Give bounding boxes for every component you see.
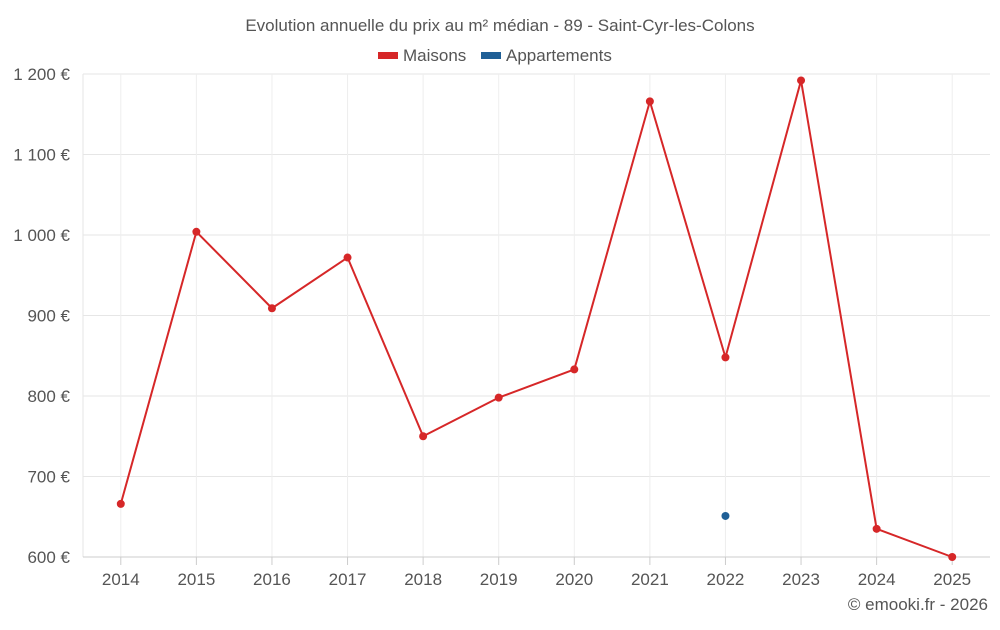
y-tick-label: 900 €: [27, 307, 70, 326]
chart-title: Evolution annuelle du prix au m² médian …: [245, 16, 754, 35]
data-point-maisons-2019[interactable]: [494, 393, 503, 402]
x-tick-label: 2018: [404, 570, 442, 589]
data-point-maisons-2023[interactable]: [797, 76, 806, 85]
x-tick-label: 2014: [102, 570, 140, 589]
data-point-maisons-2020[interactable]: [570, 365, 579, 374]
data-point-maisons-2022[interactable]: [721, 353, 730, 362]
y-axis: 600 € 700 € 800 € 900 € 1 000 € 1 100 € 1 200 …: [13, 65, 84, 567]
x-tick-label: 2023: [782, 570, 820, 589]
data-point-appartements-2022[interactable]: [721, 511, 730, 520]
x-tick-label: 2021: [631, 570, 669, 589]
legend-label-maisons[interactable]: Maisons: [403, 46, 466, 65]
x-tick-label: 2020: [555, 570, 593, 589]
data-point-maisons-2017[interactable]: [343, 253, 352, 262]
data-point-maisons-2014[interactable]: [116, 499, 125, 508]
data-point-maisons-2024[interactable]: [872, 524, 881, 533]
y-tick-label: 700 €: [27, 468, 70, 487]
series-layer: [116, 76, 957, 561]
y-tick-label: 600 €: [27, 548, 70, 567]
legend-swatch-maisons: [378, 52, 398, 59]
data-point-maisons-2015[interactable]: [192, 227, 201, 236]
x-axis: 2014 2015 2016 2017 2018 2019 2020 2021 2022 2023…: [83, 556, 990, 589]
credit-text: © emooki.fr - 2026: [848, 595, 988, 614]
legend-swatch-appartements: [481, 52, 501, 59]
x-tick-label: 2016: [253, 570, 291, 589]
y-tick-label: 1 000 €: [13, 226, 70, 245]
y-tick-label: 800 €: [27, 387, 70, 406]
series-maisons: [116, 76, 957, 561]
data-point-maisons-2018[interactable]: [419, 432, 428, 441]
x-tick-label: 2017: [329, 570, 367, 589]
x-tick-label: 2022: [707, 570, 745, 589]
x-tick-label: 2015: [177, 570, 215, 589]
x-tick-label: 2025: [933, 570, 971, 589]
data-point-maisons-2021[interactable]: [645, 97, 654, 106]
grid: [83, 73, 990, 558]
x-tick-label: 2019: [480, 570, 518, 589]
y-tick-label: 1 100 €: [13, 146, 70, 165]
x-tick-label: 2024: [858, 570, 896, 589]
y-tick-label: 1 200 €: [13, 65, 70, 84]
legend-label-appartements[interactable]: Appartements: [506, 46, 612, 65]
legend: Maisons Appartements: [378, 46, 612, 65]
data-point-maisons-2025[interactable]: [948, 553, 957, 561]
data-point-maisons-2016[interactable]: [267, 304, 276, 313]
series-appartements: [721, 511, 730, 520]
series-line-maisons: [119, 79, 953, 558]
